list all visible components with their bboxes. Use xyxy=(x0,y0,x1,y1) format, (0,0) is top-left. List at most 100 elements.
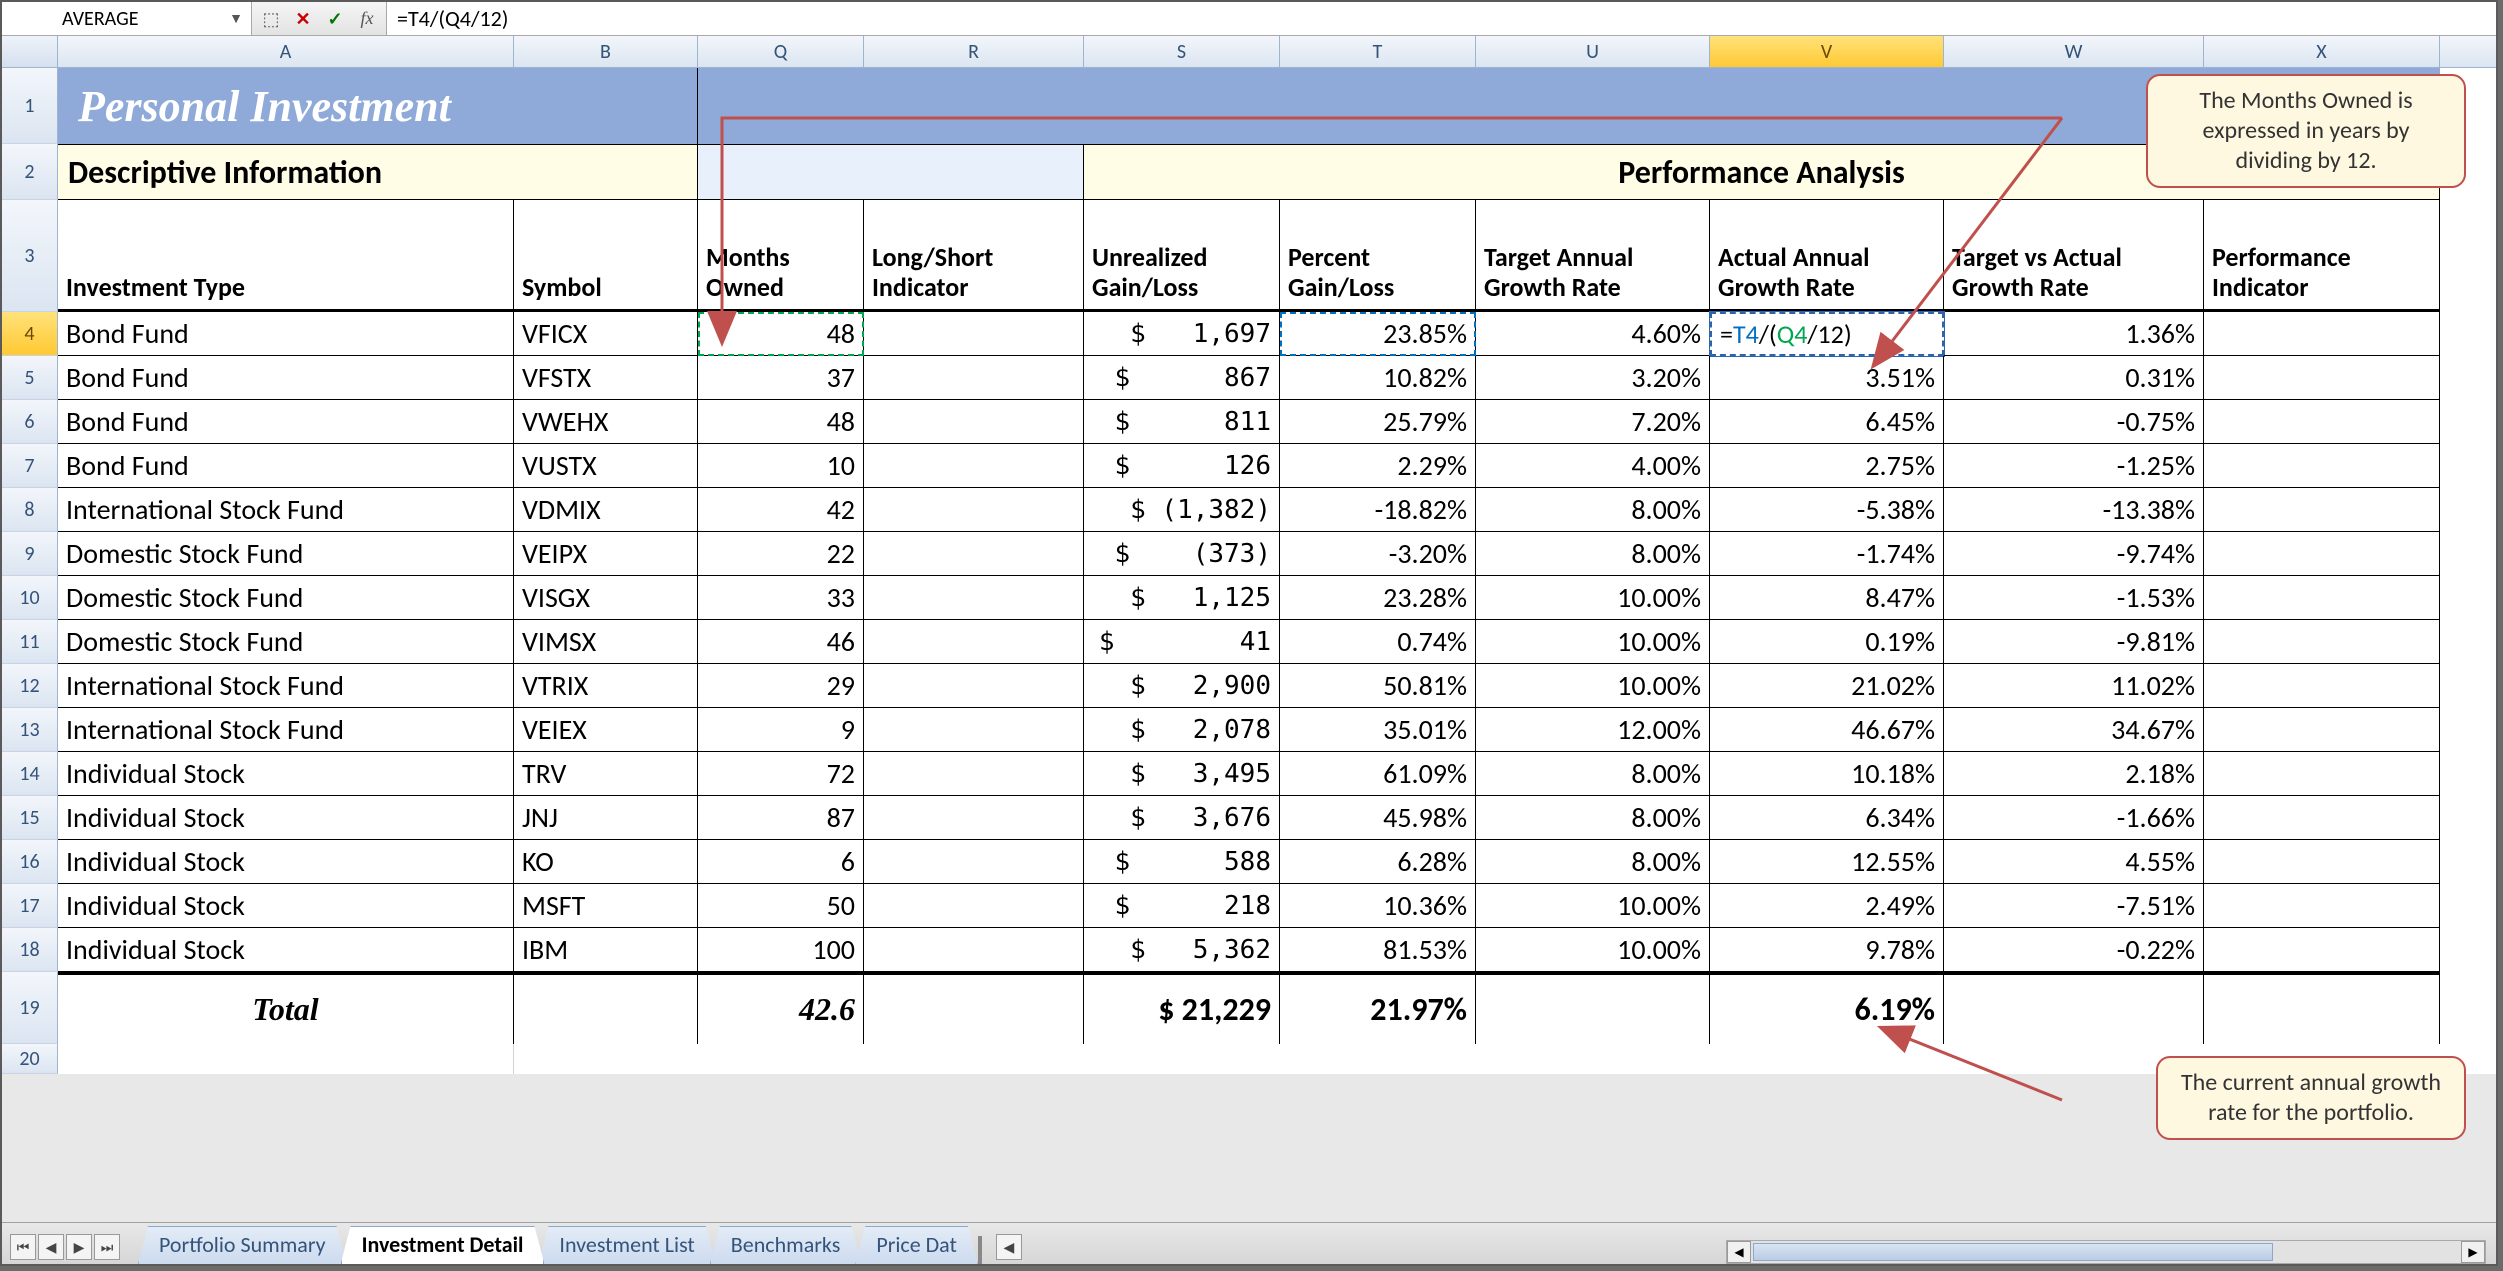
cell-V13[interactable]: 46.67% xyxy=(1710,708,1944,752)
cell-U4[interactable]: 4.60% xyxy=(1476,312,1710,356)
cell-U18[interactable]: 10.00% xyxy=(1476,928,1710,972)
row-header-9[interactable]: 9 xyxy=(2,532,58,576)
cell-Q18[interactable]: 100 xyxy=(698,928,864,972)
cell-T12[interactable]: 50.81% xyxy=(1280,664,1476,708)
cell-W18[interactable]: -0.22% xyxy=(1944,928,2204,972)
col-header-T[interactable]: T xyxy=(1280,36,1476,67)
horizontal-scrollbar[interactable]: ◀ ▶ xyxy=(1022,1240,2496,1264)
hscroll-thumb[interactable] xyxy=(1753,1243,2273,1261)
col-header-Q[interactable]: Q xyxy=(698,36,864,67)
cell-X6[interactable] xyxy=(2204,400,2440,444)
cell-T7[interactable]: 2.29% xyxy=(1280,444,1476,488)
cell-W13[interactable]: 34.67% xyxy=(1944,708,2204,752)
cell-R17[interactable] xyxy=(864,884,1084,928)
cell-R12[interactable] xyxy=(864,664,1084,708)
cell-V15[interactable]: 6.34% xyxy=(1710,796,1944,840)
row-header-7[interactable]: 7 xyxy=(2,444,58,488)
total-label[interactable]: Total xyxy=(58,972,514,1044)
cell-Q6[interactable]: 48 xyxy=(698,400,864,444)
cell-W8[interactable]: -13.38% xyxy=(1944,488,2204,532)
cell-B15[interactable]: JNJ xyxy=(514,796,698,840)
cell-X8[interactable] xyxy=(2204,488,2440,532)
cell-R9[interactable] xyxy=(864,532,1084,576)
name-box[interactable]: AVERAGE ▼ xyxy=(2,2,252,35)
cell-V9[interactable]: -1.74% xyxy=(1710,532,1944,576)
cell-R16[interactable] xyxy=(864,840,1084,884)
tab-prev-button[interactable]: ◀ xyxy=(38,1234,64,1260)
cell-A15[interactable]: Individual Stock xyxy=(58,796,514,840)
cell-Q4[interactable]: 48 xyxy=(698,312,864,356)
row-header-5[interactable]: 5 xyxy=(2,356,58,400)
total-W[interactable] xyxy=(1944,972,2204,1044)
cell-R18[interactable] xyxy=(864,928,1084,972)
header-months-owned[interactable]: Months Owned xyxy=(698,200,864,312)
tab-last-button[interactable]: ⏭ xyxy=(94,1234,120,1260)
cell-V18[interactable]: 9.78% xyxy=(1710,928,1944,972)
col-header-X[interactable]: X xyxy=(2204,36,2440,67)
cell-X12[interactable] xyxy=(2204,664,2440,708)
col-header-R[interactable]: R xyxy=(864,36,1084,67)
cell-V5[interactable]: 3.51% xyxy=(1710,356,1944,400)
cell-U5[interactable]: 3.20% xyxy=(1476,356,1710,400)
total-U[interactable] xyxy=(1476,972,1710,1044)
formula-input[interactable]: =T4/(Q4/12) xyxy=(386,2,2496,35)
cell-U7[interactable]: 4.00% xyxy=(1476,444,1710,488)
cell-S7[interactable]: $ 126 xyxy=(1084,444,1280,488)
cell-X14[interactable] xyxy=(2204,752,2440,796)
cell-T9[interactable]: -3.20% xyxy=(1280,532,1476,576)
cell-T16[interactable]: 6.28% xyxy=(1280,840,1476,884)
col-header-V[interactable]: V xyxy=(1710,36,1944,67)
tab-first-button[interactable]: ⏮ xyxy=(10,1234,36,1260)
cell-V16[interactable]: 12.55% xyxy=(1710,840,1944,884)
cell-B12[interactable]: VTRIX xyxy=(514,664,698,708)
cell-S9[interactable]: $ (373) xyxy=(1084,532,1280,576)
cell-X5[interactable] xyxy=(2204,356,2440,400)
cell-S13[interactable]: $ 2,078 xyxy=(1084,708,1280,752)
cell-U13[interactable]: 12.00% xyxy=(1476,708,1710,752)
cell-B4[interactable]: VFICX xyxy=(514,312,698,356)
total-R[interactable] xyxy=(864,972,1084,1044)
cell-X15[interactable] xyxy=(2204,796,2440,840)
cell-U12[interactable]: 10.00% xyxy=(1476,664,1710,708)
row-header-10[interactable]: 10 xyxy=(2,576,58,620)
sheet-tab[interactable]: Investment List xyxy=(538,1226,715,1264)
cell-V4[interactable]: =T4/(Q4/12) xyxy=(1710,312,1944,356)
sheet-tab[interactable]: Investment Detail xyxy=(341,1226,545,1264)
cell-B7[interactable]: VUSTX xyxy=(514,444,698,488)
cell-V10[interactable]: 8.47% xyxy=(1710,576,1944,620)
cell-S6[interactable]: $ 811 xyxy=(1084,400,1280,444)
cell-Q9[interactable]: 22 xyxy=(698,532,864,576)
cell-V12[interactable]: 21.02% xyxy=(1710,664,1944,708)
row-header-3[interactable]: 3 xyxy=(2,200,58,312)
cell-Q12[interactable]: 29 xyxy=(698,664,864,708)
cell-S15[interactable]: $ 3,676 xyxy=(1084,796,1280,840)
cell-V7[interactable]: 2.75% xyxy=(1710,444,1944,488)
cell-B8[interactable]: VDMIX xyxy=(514,488,698,532)
cell-B17[interactable]: MSFT xyxy=(514,884,698,928)
fx-button[interactable]: fx xyxy=(356,8,378,30)
cell-U16[interactable]: 8.00% xyxy=(1476,840,1710,884)
row-header-17[interactable]: 17 xyxy=(2,884,58,928)
cell-A6[interactable]: Bond Fund xyxy=(58,400,514,444)
cell-T14[interactable]: 61.09% xyxy=(1280,752,1476,796)
cell-A17[interactable]: Individual Stock xyxy=(58,884,514,928)
col-header-W[interactable]: W xyxy=(1944,36,2204,67)
row-header-19[interactable]: 19 xyxy=(2,972,58,1044)
cell-Q11[interactable]: 46 xyxy=(698,620,864,664)
row-header-8[interactable]: 8 xyxy=(2,488,58,532)
cell-W4[interactable]: 1.36% xyxy=(1944,312,2204,356)
cell-S8[interactable]: $ (1,382) xyxy=(1084,488,1280,532)
row-header-2[interactable]: 2 xyxy=(2,144,58,200)
cell-W15[interactable]: -1.66% xyxy=(1944,796,2204,840)
row-header-18[interactable]: 18 xyxy=(2,928,58,972)
cell-S14[interactable]: $ 3,495 xyxy=(1084,752,1280,796)
cell-A18[interactable]: Individual Stock xyxy=(58,928,514,972)
cell-W14[interactable]: 2.18% xyxy=(1944,752,2204,796)
row-header-15[interactable]: 15 xyxy=(2,796,58,840)
cell-W17[interactable]: -7.51% xyxy=(1944,884,2204,928)
cell-W10[interactable]: -1.53% xyxy=(1944,576,2204,620)
total-Q[interactable]: 42.6 xyxy=(698,972,864,1044)
cell-T11[interactable]: 0.74% xyxy=(1280,620,1476,664)
total-X[interactable] xyxy=(2204,972,2440,1044)
formula-expand-icon[interactable]: ⬚ xyxy=(260,8,282,30)
